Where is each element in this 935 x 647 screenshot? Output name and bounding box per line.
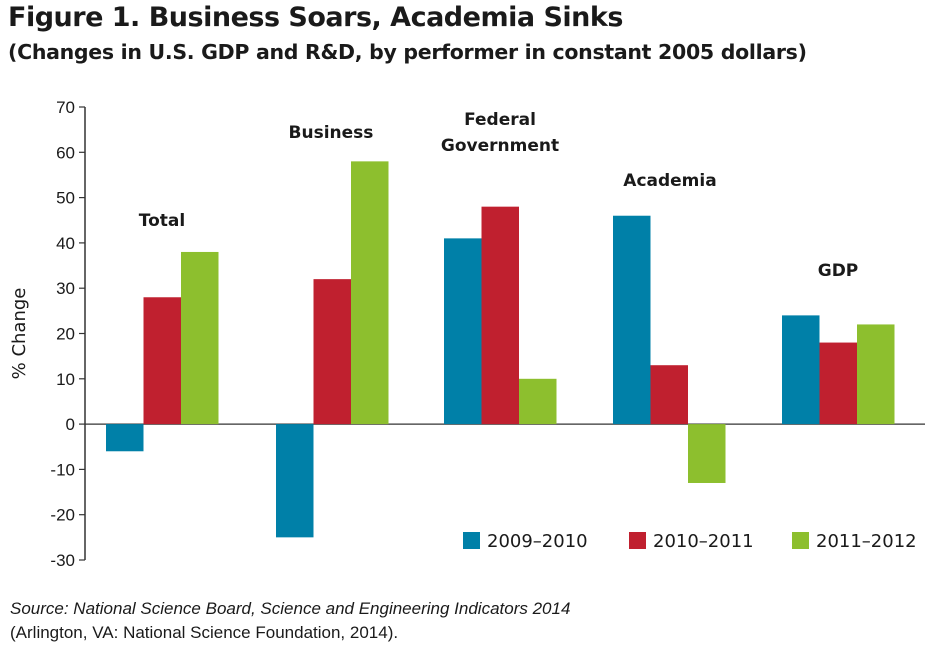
legend-swatch <box>792 532 809 549</box>
category-label: GDP <box>818 261 859 281</box>
y-tick-label: -10 <box>50 460 75 479</box>
y-tick-label: 0 <box>66 415 75 434</box>
bar <box>181 251 219 425</box>
chart-title: Figure 1. Business Soars, Academia Sinks <box>8 2 623 33</box>
bar-chart: -30 -20 -10 0 10 20 30 40 50 60 70 % Change Total Bus… <box>9 98 925 570</box>
y-tick-label: -30 <box>50 551 75 570</box>
category-label: Business <box>289 123 374 143</box>
bar <box>106 424 144 452</box>
source-note: Source: National Science Board, Science … <box>10 597 570 645</box>
category-label: Federal <box>464 110 536 130</box>
y-tick-label: 30 <box>56 279 75 298</box>
y-axis-label: % Change <box>9 288 30 380</box>
legend-label: 2010–2011 <box>653 531 754 552</box>
bar <box>688 424 726 483</box>
legend-swatch <box>629 532 646 549</box>
y-tick-label: -20 <box>50 506 75 525</box>
category-label: Total <box>139 211 185 231</box>
chart-subtitle: (Changes in U.S. GDP and R&D, by perform… <box>8 40 807 64</box>
bar <box>857 324 895 425</box>
category-label: Government <box>441 136 559 156</box>
bar <box>782 315 820 425</box>
bar <box>481 206 519 425</box>
bar <box>313 279 351 425</box>
y-tick-label: 60 <box>56 143 75 162</box>
bar <box>143 297 181 425</box>
source-publisher: (Arlington, VA: National Science Foundat… <box>10 623 399 642</box>
y-tick-label: 10 <box>56 370 75 389</box>
category-label: Academia <box>623 171 716 191</box>
bar <box>650 365 688 425</box>
bar <box>444 238 482 425</box>
bar <box>276 424 314 538</box>
y-tick-label: 40 <box>56 234 75 253</box>
bar <box>613 215 651 425</box>
bar <box>351 161 389 425</box>
bar <box>519 378 557 425</box>
source-citation: Source: National Science Board, Science … <box>10 599 571 618</box>
y-tick-label: 20 <box>56 325 75 344</box>
legend-label: 2011–2012 <box>816 531 917 552</box>
legend-label: 2009–2010 <box>487 531 588 552</box>
legend-swatch <box>463 532 480 549</box>
bar <box>819 342 857 425</box>
y-tick-label: 50 <box>56 189 75 208</box>
y-tick-label: 70 <box>56 98 75 117</box>
